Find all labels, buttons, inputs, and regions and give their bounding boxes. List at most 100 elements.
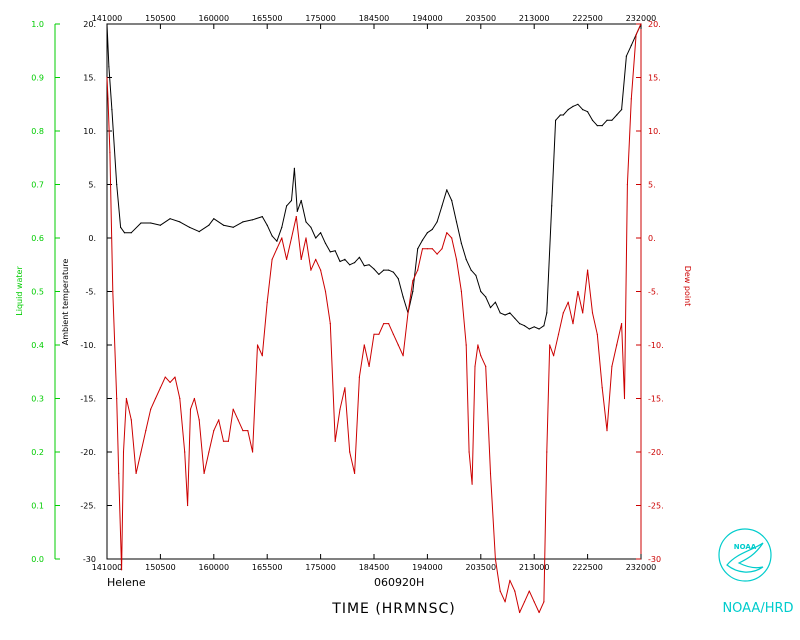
temp-tick-label-0: -30 xyxy=(83,555,96,564)
point-dew-point-59 xyxy=(368,365,370,367)
point-dew-point-108 xyxy=(591,312,594,314)
point-dew-point-29 xyxy=(222,440,225,442)
point-ambient-temperature-98 xyxy=(630,44,632,47)
point-dew-point-16 xyxy=(164,376,166,378)
point-dew-point-0 xyxy=(106,76,108,79)
point-ambient-temperature-14 xyxy=(208,224,210,226)
noaa-logo: NOAA xyxy=(718,528,772,582)
x-tick-label-top-2: 160000 xyxy=(199,14,230,23)
point-dew-point-3 xyxy=(112,290,114,293)
point-ambient-temperature-85 xyxy=(567,109,569,111)
point-dew-point-104 xyxy=(572,323,574,325)
x-tick-label-top-9: 222500 xyxy=(572,14,603,23)
point-dew-point-73 xyxy=(436,253,438,255)
point-dew-point-1 xyxy=(107,98,109,100)
point-ambient-temperature-48 xyxy=(392,271,394,273)
point-ambient-temperature-88 xyxy=(582,109,584,111)
point-ambient-temperature-92 xyxy=(601,125,603,127)
point-ambient-temperature-58 xyxy=(441,205,443,207)
temp-tick-label-9: 15. xyxy=(83,74,96,83)
temp-tick-label-4: -10. xyxy=(80,341,96,350)
point-dew-point-36 xyxy=(256,344,259,346)
point-dew-point-75 xyxy=(446,232,448,234)
point-ambient-temperature-75 xyxy=(523,325,526,327)
point-dew-point-113 xyxy=(616,344,618,346)
point-ambient-temperature-27 xyxy=(293,167,295,169)
point-dew-point-98 xyxy=(546,451,548,453)
point-ambient-temperature-32 xyxy=(315,237,317,239)
point-ambient-temperature-35 xyxy=(329,251,331,253)
point-dew-point-100 xyxy=(553,355,555,357)
point-dew-point-22 xyxy=(189,408,192,410)
noaa-logo-text: NOAA xyxy=(734,543,757,551)
point-dew-point-33 xyxy=(242,430,244,432)
point-ambient-temperature-28 xyxy=(296,210,298,212)
point-ambient-temperature-18 xyxy=(242,221,244,223)
point-ambient-temperature-6 xyxy=(130,232,132,234)
point-ambient-temperature-44 xyxy=(373,268,375,270)
point-dew-point-24 xyxy=(198,419,200,421)
point-dew-point-39 xyxy=(271,258,273,260)
point-dew-point-42 xyxy=(286,258,288,260)
point-ambient-temperature-49 xyxy=(397,278,399,280)
point-dew-point-63 xyxy=(388,323,390,325)
point-dew-point-66 xyxy=(402,355,404,357)
point-ambient-temperature-59 xyxy=(446,189,448,191)
liquid-water-tick-label-6: 0.6 xyxy=(31,234,44,243)
point-dew-point-25 xyxy=(203,472,205,474)
point-ambient-temperature-93 xyxy=(606,119,608,121)
point-dew-point-112 xyxy=(611,365,613,367)
point-dew-point-86 xyxy=(489,472,492,474)
temp-tick-label-10: 20. xyxy=(83,20,96,29)
point-dew-point-4 xyxy=(116,397,118,400)
series-layer xyxy=(106,23,642,614)
point-dew-point-99 xyxy=(549,344,551,346)
point-dew-point-23 xyxy=(193,397,195,400)
point-ambient-temperature-62 xyxy=(460,242,462,244)
x-tick-label-top-0: 141000 xyxy=(92,14,123,23)
point-ambient-temperature-86 xyxy=(572,105,574,107)
x-tick-label-bottom-10: 232000 xyxy=(626,563,657,572)
point-dew-point-105 xyxy=(577,290,579,293)
point-ambient-temperature-97 xyxy=(625,55,628,57)
point-dew-point-62 xyxy=(383,323,385,325)
point-ambient-temperature-16 xyxy=(222,224,225,226)
point-ambient-temperature-34 xyxy=(324,242,327,244)
point-ambient-temperature-12 xyxy=(188,226,191,228)
dew-point-tick-label-2: -20. xyxy=(648,448,664,457)
point-dew-point-30 xyxy=(227,440,229,442)
point-dew-point-91 xyxy=(514,590,516,592)
point-ambient-temperature-31 xyxy=(310,226,312,228)
point-dew-point-52 xyxy=(334,440,336,442)
point-ambient-temperature-29 xyxy=(300,199,302,202)
point-dew-point-83 xyxy=(477,344,479,346)
x-tick-label-bottom-6: 194000 xyxy=(412,563,443,572)
point-dew-point-111 xyxy=(606,430,608,432)
x-axis-title: TIME (HRMNSC) xyxy=(331,601,455,617)
point-ambient-temperature-45 xyxy=(378,273,380,275)
point-ambient-temperature-11 xyxy=(179,221,181,223)
point-ambient-temperature-26 xyxy=(290,199,293,202)
point-dew-point-45 xyxy=(300,258,302,260)
point-dew-point-57 xyxy=(358,376,360,378)
point-ambient-temperature-76 xyxy=(528,328,530,330)
point-dew-point-84 xyxy=(480,355,482,357)
point-dew-point-49 xyxy=(320,269,322,271)
point-dew-point-7 xyxy=(122,451,125,453)
point-dew-point-6 xyxy=(121,569,123,571)
point-ambient-temperature-79 xyxy=(543,325,545,327)
point-dew-point-82 xyxy=(474,365,476,367)
point-dew-point-89 xyxy=(504,601,506,603)
x-tick-label-top-8: 213000 xyxy=(519,14,550,23)
ticks-layer: 141000 141000 150500 150500 160000 160000 1655… xyxy=(31,14,663,572)
point-dew-point-44 xyxy=(295,216,297,218)
point-dew-point-55 xyxy=(349,451,351,453)
dew-point-tick-label-1: -25. xyxy=(648,502,664,511)
point-ambient-temperature-68 xyxy=(489,307,492,309)
point-dew-point-47 xyxy=(310,269,312,271)
point-ambient-temperature-64 xyxy=(470,269,472,271)
point-dew-point-54 xyxy=(344,387,346,389)
point-dew-point-13 xyxy=(150,408,152,410)
point-dew-point-87 xyxy=(494,558,496,560)
